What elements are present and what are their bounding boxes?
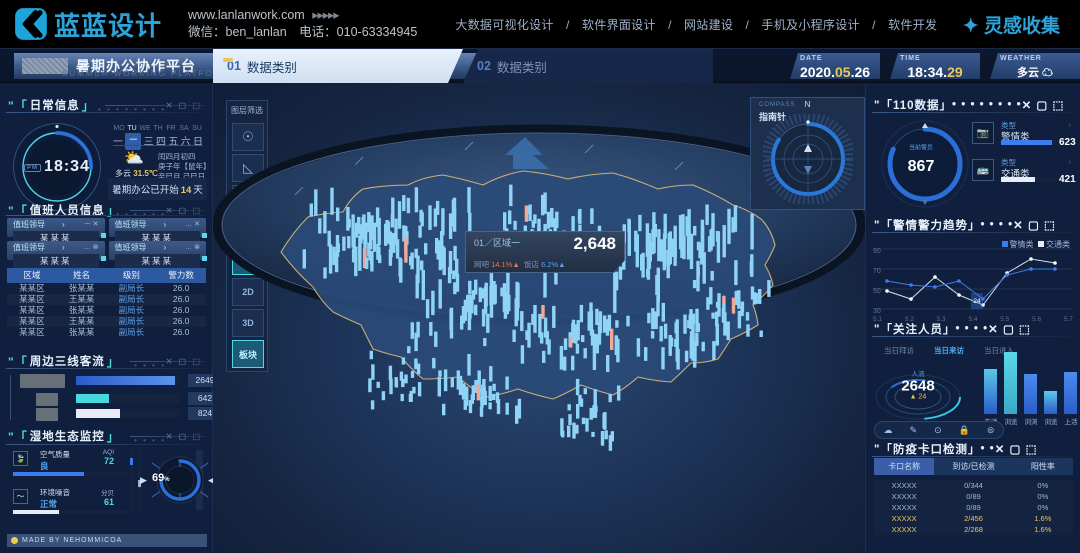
svg-text:24: 24: [973, 298, 981, 305]
svg-text:50: 50: [873, 288, 881, 295]
svg-text:70: 70: [873, 268, 881, 275]
svg-text:90: 90: [873, 248, 881, 255]
svg-text:30: 30: [873, 308, 881, 315]
